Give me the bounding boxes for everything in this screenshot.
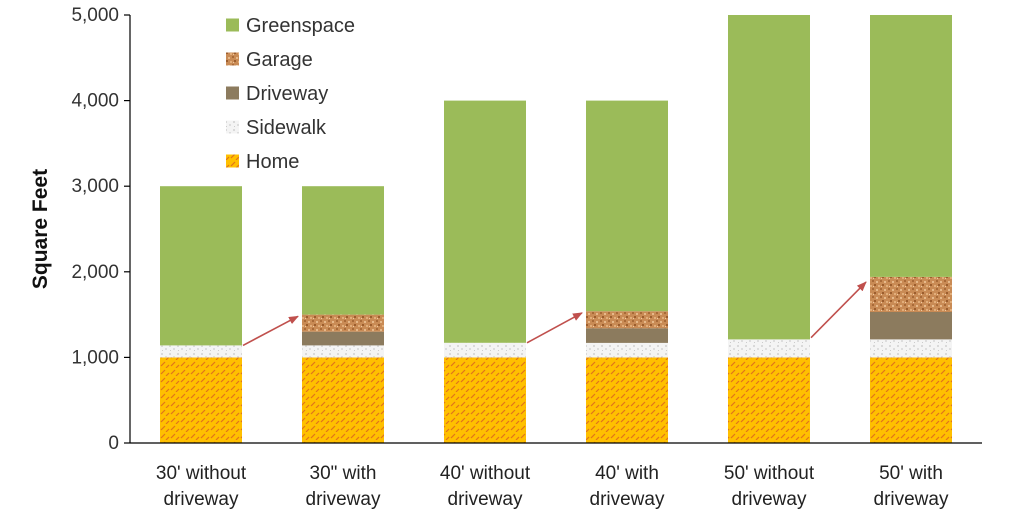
legend-swatch — [226, 18, 239, 32]
legend-swatch — [226, 120, 239, 134]
y-tick-label: 1,000 — [71, 347, 119, 368]
change-arrow-2 — [526, 312, 583, 344]
x-category-label: 50' with driveway — [874, 463, 949, 510]
y-tick-label: 5,000 — [71, 5, 119, 26]
bar-segment-home-1 — [160, 357, 242, 443]
bar-segment-greenspace-3 — [444, 100, 526, 343]
bar-segment-garage-4 — [586, 311, 668, 329]
change-arrow-1 — [242, 315, 299, 347]
bar-segment-garage-2 — [302, 314, 384, 332]
legend-item-driveway: Driveway — [226, 83, 328, 105]
legend-swatch — [226, 154, 239, 168]
change-arrow-3 — [810, 281, 867, 339]
x-category-label: 50' without driveway — [724, 463, 815, 510]
legend-item-sidewalk: Sidewalk — [226, 117, 327, 139]
bar-segment-greenspace-1 — [160, 186, 242, 346]
bar-segment-home-6 — [870, 357, 952, 443]
legend-label: Home — [246, 151, 299, 173]
x-category-label: 30' without driveway — [156, 463, 247, 510]
bar-segment-sidewalk-6 — [870, 339, 952, 358]
bar-segment-garage-6 — [870, 276, 952, 312]
bar-segment-driveway-6 — [870, 312, 952, 340]
x-category-label: 30" with driveway — [306, 463, 381, 510]
legend-item-greenspace: Greenspace — [226, 15, 355, 37]
bar-segment-sidewalk-3 — [444, 342, 526, 358]
y-tick-label: 4,000 — [71, 91, 119, 112]
y-axis-title: Square Feet — [29, 169, 52, 289]
bar-segment-sidewalk-1 — [160, 345, 242, 358]
legend-label: Driveway — [246, 83, 328, 105]
bar-segment-greenspace-6 — [870, 15, 952, 277]
x-category-label: 40' with driveway — [590, 463, 665, 510]
bar-segment-greenspace-2 — [302, 186, 384, 315]
y-tick-label: 3,000 — [71, 176, 119, 197]
bar-segment-home-4 — [586, 357, 668, 443]
bar-segment-sidewalk-4 — [586, 342, 668, 358]
legend-swatch — [226, 52, 239, 66]
bar-segment-sidewalk-5 — [728, 339, 810, 358]
bars-layer — [160, 15, 952, 443]
y-tick-label: 0 — [108, 433, 119, 454]
bar-segment-greenspace-4 — [586, 100, 668, 312]
y-tick-label: 2,000 — [71, 262, 119, 283]
bar-segment-home-5 — [728, 357, 810, 443]
legend-swatch — [226, 86, 239, 100]
bar-segment-driveway-2 — [302, 331, 384, 346]
bar-segment-home-2 — [302, 357, 384, 443]
arrows-layer — [242, 281, 867, 347]
axes-layer: 0 1,000 2,000 3,000 4,000 5,000 30' without dri… — [71, 5, 982, 510]
legend-label: Sidewalk — [246, 117, 327, 139]
legend-label: Greenspace — [246, 15, 355, 37]
legend-item-garage: Garage — [226, 49, 313, 71]
x-category-label: 40' without driveway — [440, 463, 531, 510]
legend-item-home: Home — [226, 151, 299, 173]
bar-segment-home-3 — [444, 357, 526, 443]
bar-segment-sidewalk-2 — [302, 345, 384, 358]
bar-segment-greenspace-5 — [728, 15, 810, 340]
bar-segment-driveway-4 — [586, 328, 668, 343]
legend-label: Garage — [246, 49, 313, 71]
legend: Greenspace Garage Driveway Sidewalk Home — [226, 15, 355, 173]
